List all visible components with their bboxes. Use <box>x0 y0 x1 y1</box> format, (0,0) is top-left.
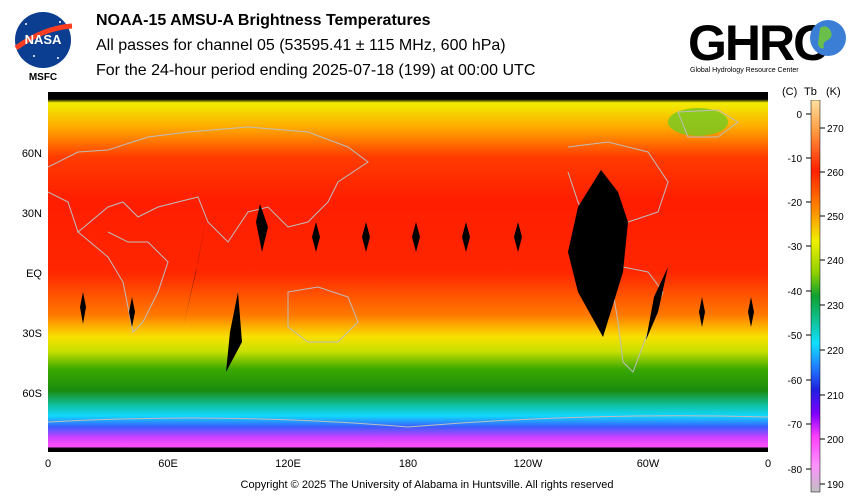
colorbar-ticks <box>806 113 825 485</box>
colorbar-c-tick: -40 <box>788 287 803 298</box>
temperature-field <box>48 92 768 452</box>
ghrc-logo-text: GHRC <box>688 15 828 71</box>
lat-label-30s: 30S <box>22 328 42 340</box>
colorbar-k-tick: 250 <box>827 212 844 223</box>
nasa-logo: NASA MSFC <box>10 8 76 84</box>
msfc-text: MSFC <box>29 72 57 83</box>
brightness-temperature-map <box>47 92 769 452</box>
colorbar-c-tick: -70 <box>788 420 803 431</box>
ghrc-caption: Global Hydrology Resource Center <box>690 67 799 74</box>
lon-label-180: 180 <box>398 458 418 470</box>
lon-label-120w: 120W <box>513 458 543 470</box>
colorbar-c-tick: -30 <box>788 242 803 253</box>
greenland-cool-patch <box>668 108 728 136</box>
colorbar-c-tick: -80 <box>788 465 803 476</box>
colorbar-k-tick: 270 <box>827 124 844 135</box>
colorbar-k-tick: 200 <box>827 435 844 446</box>
colorbar-k-tick: 240 <box>827 256 844 267</box>
ghrc-logo: GHRC Global Hydrology Resource Center <box>686 10 848 76</box>
colorbar-unit-celsius: (C) <box>782 86 798 98</box>
lon-label-120e: 120E <box>275 458 301 470</box>
colorbar-c-tick: -10 <box>788 154 803 165</box>
nasa-logo-text: NASA <box>25 32 62 47</box>
swath-gap-large <box>568 170 628 337</box>
copyright-notice: Copyright © 2025 The University of Alaba… <box>240 479 614 491</box>
swath-gaps <box>80 170 754 372</box>
colorbar-c-tick: -20 <box>788 198 803 209</box>
colorbar-c-tick: -60 <box>788 376 803 387</box>
colorbar-gradient <box>810 100 821 493</box>
lat-label-30n: 30N <box>21 208 42 220</box>
lat-label-60s: 60S <box>22 388 42 400</box>
lat-label-eq: EQ <box>26 268 42 280</box>
colorbar-k-tick: 220 <box>827 346 844 357</box>
lon-label-0-left: 0 <box>44 458 52 470</box>
colorbar-unit-kelvin: (K) <box>826 86 841 98</box>
colorbar-c-tick: -50 <box>788 331 803 342</box>
colorbar-k-tick: 190 <box>827 480 844 491</box>
lon-label-60e: 60E <box>158 458 178 470</box>
coastlines <box>47 109 769 428</box>
lon-label-0-right: 0 <box>764 458 772 470</box>
colorbar-k-tick: 260 <box>827 168 844 179</box>
lat-label-60n: 60N <box>21 148 42 160</box>
chart-subtitle-channel: All passes for channel 05 (53595.41 ± 11… <box>96 37 506 54</box>
colorbar: (C) Tb (K) <box>778 84 854 494</box>
lon-label-60w: 60W <box>636 458 660 470</box>
colorbar-k-tick: 210 <box>827 391 844 402</box>
chart-subtitle-period: For the 24-hour period ending 2025-07-18… <box>96 62 536 79</box>
colorbar-c-tick: 0 <box>796 110 802 121</box>
colorbar-unit-tb: Tb <box>804 86 817 98</box>
chart-title: NOAA-15 AMSU-A Brightness Temperatures <box>96 12 431 29</box>
colorbar-k-tick: 230 <box>827 301 844 312</box>
